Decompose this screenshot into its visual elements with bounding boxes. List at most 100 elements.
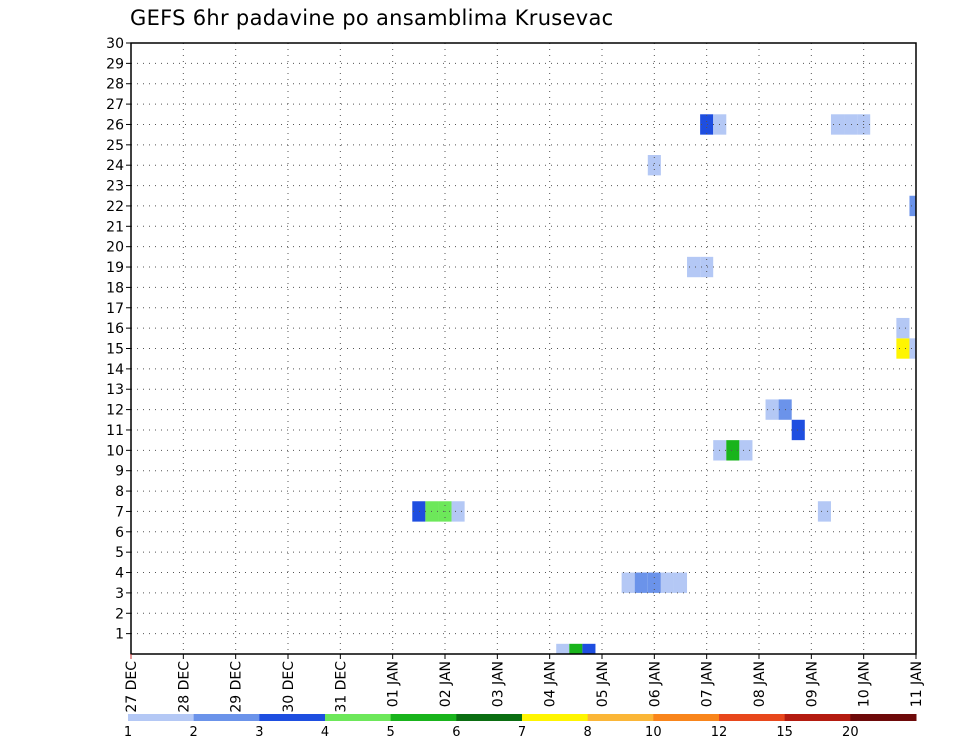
colorbar-tick-label: 2 (190, 725, 198, 740)
x-tick-label: 07 JAN (700, 661, 716, 707)
heatmap-cell (700, 114, 714, 135)
colorbar-swatch (128, 714, 195, 721)
colorbar-tick-label: 1 (124, 725, 132, 740)
y-tick-label: 6 (115, 525, 124, 541)
y-tick-label: 13 (106, 382, 124, 398)
colorbar-swatch (587, 714, 654, 721)
x-tick-label: 04 JAN (543, 661, 559, 707)
x-tick-label: 11 JAN (909, 661, 925, 707)
heatmap-cell (739, 440, 753, 461)
colorbar-swatch (325, 714, 392, 721)
colorbar-tick-label: 7 (518, 725, 526, 740)
y-tick-label: 10 (106, 443, 124, 459)
heatmap-cell (687, 256, 701, 278)
x-tick-label: 31 DEC (333, 661, 349, 713)
y-tick-label: 4 (115, 566, 124, 582)
x-tick-label: 06 JAN (647, 661, 663, 707)
x-tick-label: 03 JAN (490, 661, 506, 707)
colorbar-tick-label: 6 (452, 725, 460, 740)
colorbar-tick-label: 8 (584, 725, 592, 740)
heatmap-cell (817, 501, 831, 522)
y-tick-label: 2 (115, 606, 124, 622)
heatmap-cell (791, 419, 805, 441)
y-tick-label: 25 (106, 138, 124, 154)
heatmap-cell (412, 501, 426, 522)
y-tick-label: 19 (106, 260, 124, 276)
y-tick-label: 15 (106, 342, 124, 358)
x-tick-label: 28 DEC (176, 661, 192, 713)
colorbar-tick-label: 12 (711, 725, 728, 740)
heatmap-cell (909, 338, 916, 359)
y-tick-label: 27 (106, 97, 124, 113)
heatmap-cell (569, 643, 583, 654)
y-tick-label: 7 (115, 504, 124, 520)
colorbar-swatch (653, 714, 720, 721)
y-tick-label: 30 (106, 36, 124, 52)
colorbar-swatch (193, 714, 260, 721)
colorbar-swatch (719, 714, 786, 721)
y-tick-label: 23 (106, 179, 124, 195)
colorbar-swatch (784, 714, 851, 721)
heatmap-cell (830, 114, 845, 135)
heatmap-cell (673, 572, 688, 593)
y-tick-label: 16 (106, 321, 124, 337)
colorbar-swatch (259, 714, 326, 721)
colorbar-swatch (850, 714, 917, 721)
colorbar-tick-label: 20 (842, 725, 859, 740)
x-tick-label: 10 JAN (857, 661, 873, 707)
x-tick-label: 02 JAN (438, 661, 454, 707)
x-tick-label: 08 JAN (752, 661, 768, 707)
y-tick-label: 8 (115, 484, 124, 500)
y-tick-label: 17 (106, 301, 124, 317)
y-tick-label: 9 (115, 464, 124, 480)
y-tick-label: 24 (106, 158, 124, 174)
colorbar-swatch (456, 714, 523, 721)
colorbar-swatch (522, 714, 589, 721)
heatmap-cell (647, 572, 661, 593)
y-tick-label: 28 (106, 77, 124, 93)
plot-frame (130, 42, 917, 655)
x-axis-ticks: 27 DEC 28 DEC 29 DEC 30 DEC 31 DEC 01 JAN 02 J… (124, 654, 925, 713)
chart-title: GEFS 6hr padavine po ansamblima Krusevac (130, 6, 614, 30)
y-axis-ticks: 1234567891011121314151617181920212223242… (106, 36, 131, 643)
heatmap-cell (896, 338, 910, 359)
heatmap-cell (647, 155, 661, 176)
colorbar-tick-label: 15 (776, 725, 793, 740)
heatmap-cell (660, 572, 674, 593)
colorbar-tick-label: 5 (387, 725, 395, 740)
heatmap-cells (412, 114, 916, 654)
heatmap-cell (896, 317, 910, 339)
y-tick-label: 22 (106, 199, 124, 215)
heatmap-cell (556, 643, 570, 654)
grid-lines (131, 43, 916, 654)
heatmap-cell (582, 643, 596, 654)
x-tick-label: 09 JAN (804, 661, 820, 707)
y-tick-label: 11 (106, 423, 124, 439)
colorbar-tick-label: 10 (645, 725, 662, 740)
y-tick-label: 12 (106, 403, 124, 419)
y-tick-label: 14 (106, 362, 124, 378)
x-tick-label: 05 JAN (595, 661, 611, 707)
y-tick-label: 3 (115, 586, 124, 602)
heatmap-cell (621, 572, 635, 593)
y-tick-label: 26 (106, 117, 124, 133)
heatmap-cell (909, 195, 916, 217)
heatmap-cell (844, 114, 858, 135)
y-tick-label: 5 (115, 545, 124, 561)
heatmap-cell (700, 256, 714, 278)
x-tick-label: 30 DEC (281, 661, 297, 713)
colorbar-tick-label: 3 (255, 725, 263, 740)
colorbar-tick-label: 4 (321, 725, 329, 740)
heatmap-cell (765, 399, 779, 420)
heatmap-cell (726, 440, 740, 461)
y-tick-label: 21 (106, 219, 124, 235)
y-tick-label: 18 (106, 280, 124, 296)
heatmap-cell (451, 501, 465, 522)
x-tick-label: 01 JAN (386, 661, 402, 707)
y-tick-label: 20 (106, 240, 124, 256)
x-tick-label: 27 DEC (124, 661, 140, 713)
y-tick-label: 1 (115, 627, 124, 643)
colorbar: 1 2 3 4 5 6 7 8 10 12 15 20 (124, 714, 917, 740)
heatmap-cell (634, 572, 648, 593)
